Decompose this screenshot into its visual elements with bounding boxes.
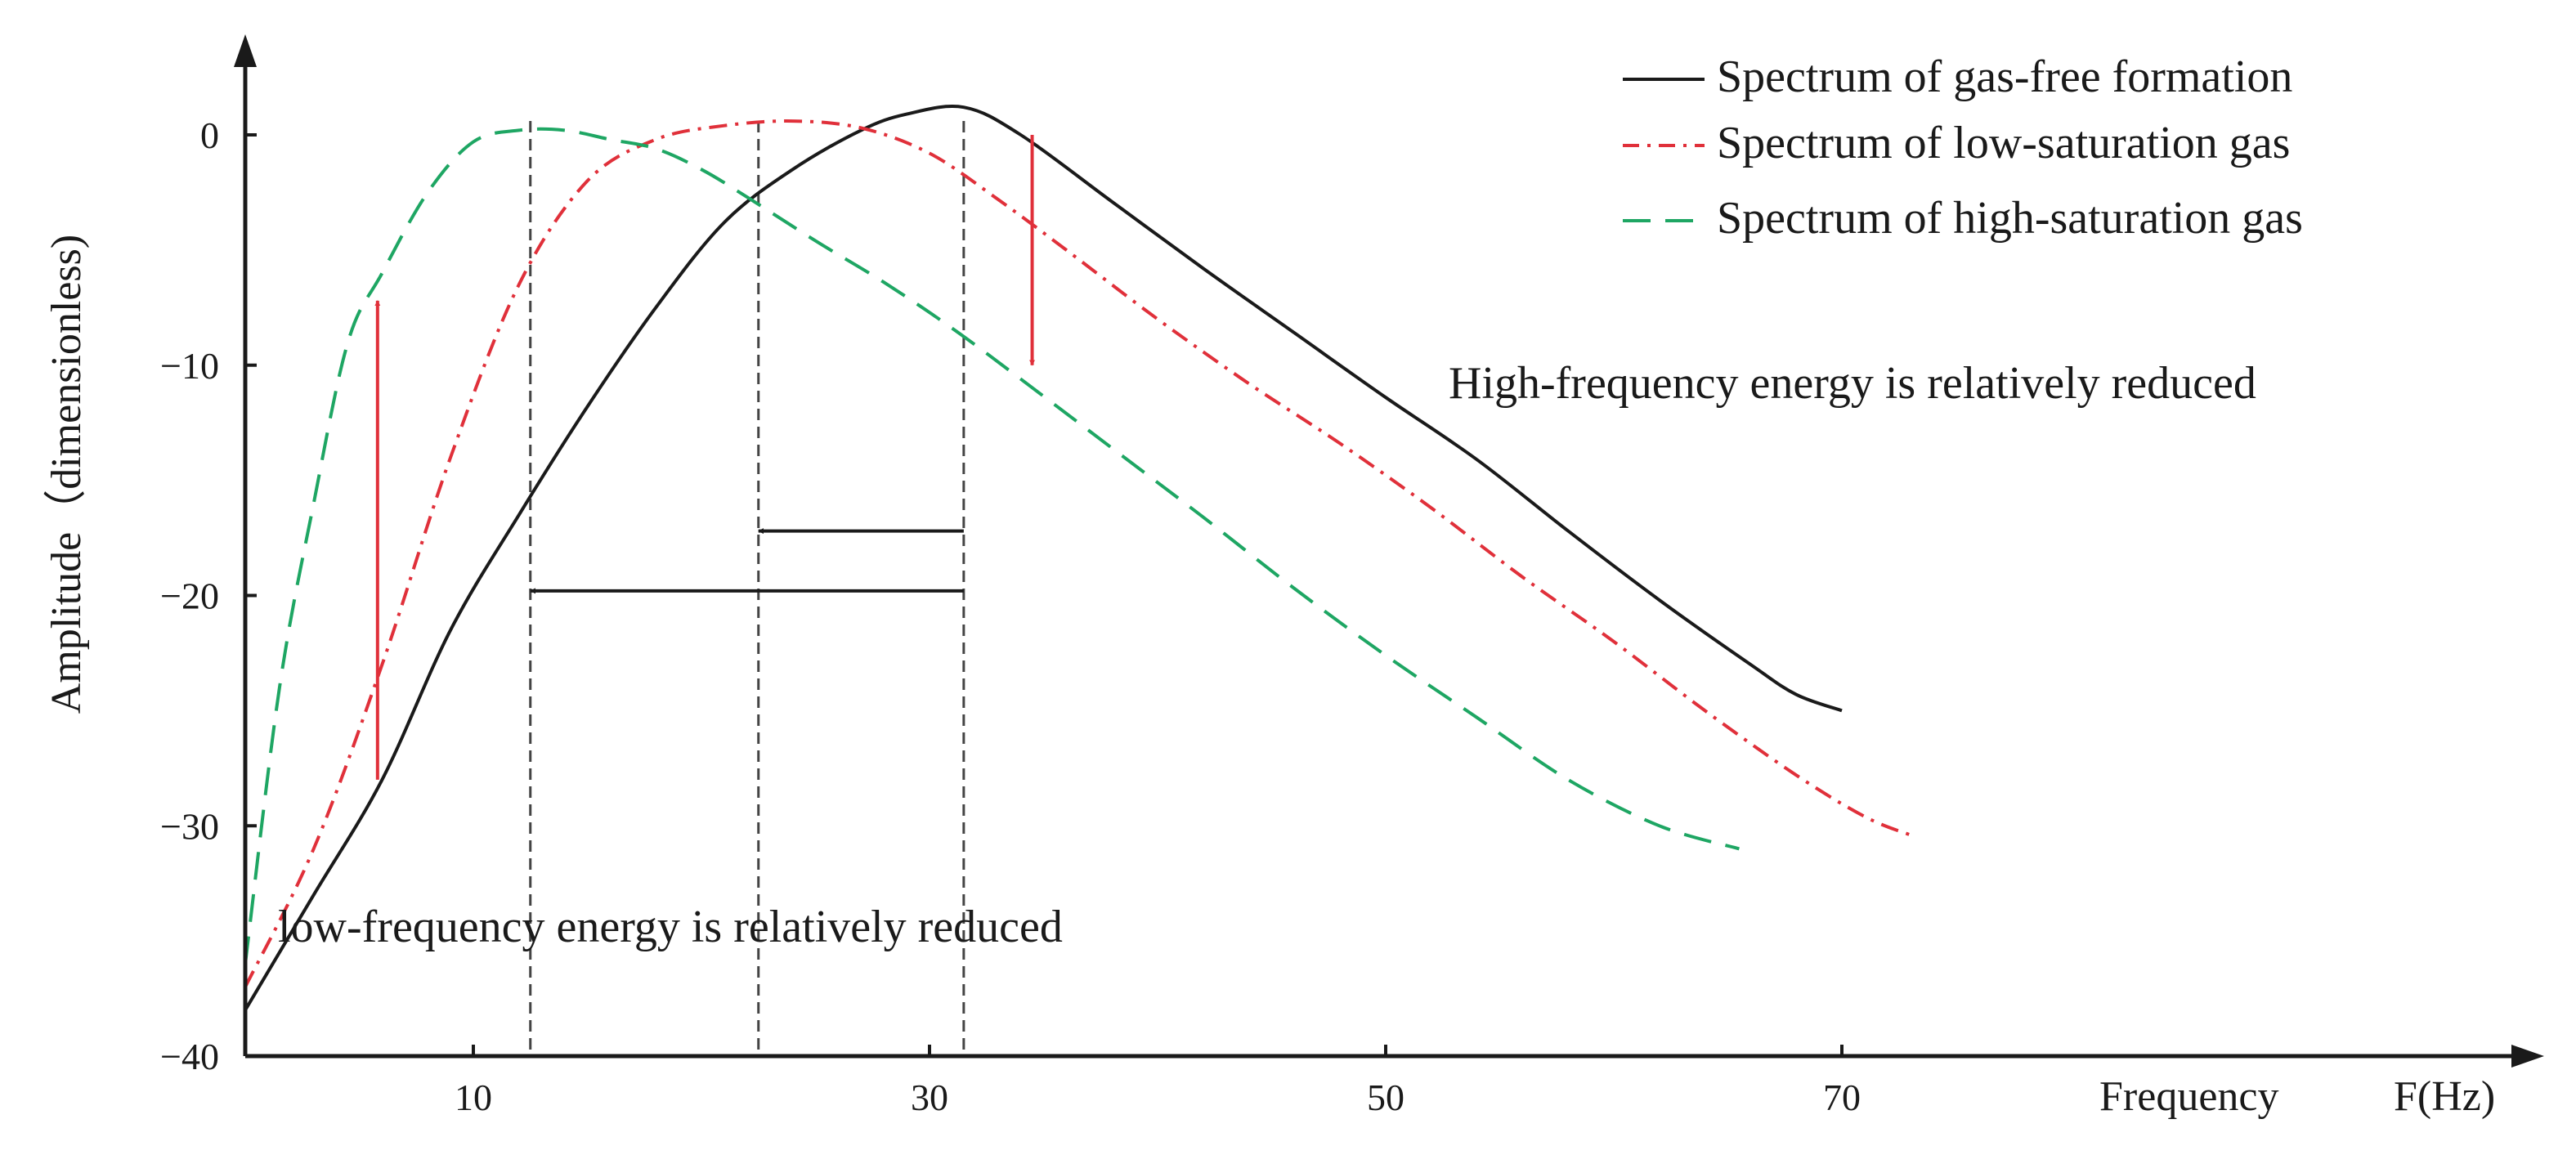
x-axis-arrowhead — [2511, 1045, 2544, 1068]
ticks-layer: 10 30 50 70 0 −10 −20 −30 −40 — [160, 114, 1861, 1118]
legend-label-gas-free: Spectrum of gas-free formation — [1717, 51, 2292, 102]
y-tick-label-neg20: −20 — [160, 575, 219, 617]
arrows-layer — [374, 135, 1036, 780]
legend-label-high-saturation: Spectrum of high-saturation gas — [1717, 193, 2303, 244]
y-tick-label-neg30: −30 — [160, 805, 219, 847]
y-axis-title: Amplitude（dimensionless) — [43, 235, 90, 714]
x-tick-label-50: 50 — [1367, 1077, 1404, 1118]
legend: Spectrum of gas-free formation Spectrum … — [1623, 51, 2303, 244]
x-tick-label-30: 30 — [911, 1077, 948, 1118]
series-layer — [244, 105, 1911, 1011]
y-tick-label-neg40: −40 — [160, 1036, 219, 1077]
x-axis-unit: F(Hz) — [2394, 1073, 2495, 1120]
x-tick-label-70: 70 — [1823, 1077, 1861, 1118]
legend-label-low-saturation: Spectrum of low-saturation gas — [1717, 118, 2290, 168]
y-axis-arrowhead — [234, 34, 257, 67]
series-line-spectrum-of-high-saturation-gas — [244, 127, 1740, 965]
series-line-spectrum-of-gas-free-formation — [244, 105, 1843, 1011]
y-tick-label-0: 0 — [200, 114, 219, 156]
annotation-low-frequency: low-frequency energy is relatively reduc… — [278, 902, 1063, 952]
series-line-spectrum-of-low-saturation-gas — [244, 119, 1911, 988]
x-tick-label-10: 10 — [455, 1077, 492, 1118]
x-axis-title: Frequency — [2099, 1073, 2278, 1120]
annotation-high-frequency: High-frequency energy is relatively redu… — [1449, 358, 2256, 409]
y-tick-label-neg10: −10 — [160, 345, 219, 387]
